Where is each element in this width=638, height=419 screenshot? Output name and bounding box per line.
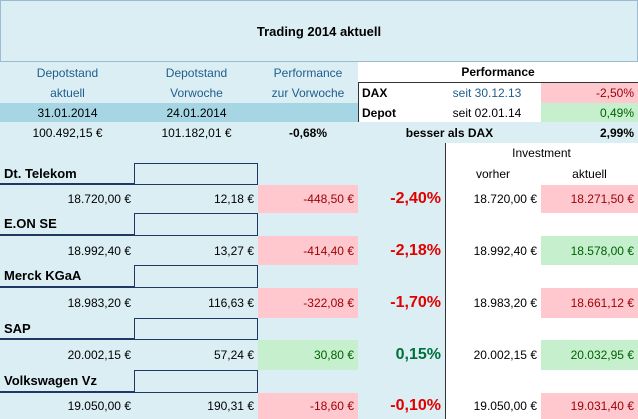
column-header: aktuell [50, 86, 85, 100]
stock-value: 13,27 € [213, 243, 254, 258]
stock-value: 18.578,00 € [541, 236, 638, 265]
stock-value: 18.992,40 € [67, 243, 131, 258]
stock-value: 18.983,20 € [473, 296, 537, 310]
date-cell: 31.01.2014 [0, 103, 135, 122]
stock-value: 18.720,00 € [67, 192, 131, 206]
name-box [135, 213, 258, 236]
investment-column: vorher [475, 167, 510, 181]
stock-value: 12,18 € [213, 192, 254, 206]
stock-value: 0,15% [395, 346, 441, 363]
stock-value: 20.002,15 € [67, 348, 131, 362]
stock-value: -0,10% [390, 397, 441, 414]
performance-value: 2,99% [541, 122, 638, 143]
stock-value: -2,40% [390, 190, 441, 207]
summary-value: -0,68% [288, 125, 328, 140]
column-header: Performance [273, 65, 343, 80]
date-cell: 24.01.2014 [135, 103, 258, 122]
summary-value: 100.492,15 € [32, 125, 103, 140]
stock-value: 18.720,00 € [473, 192, 537, 206]
name-box [135, 370, 258, 393]
summary-value: 101.182,01 € [161, 125, 232, 140]
sheet-title: Trading 2014 aktuell [256, 23, 382, 39]
column-header: Depotstand [36, 65, 99, 80]
column-header: Depotstand [165, 65, 228, 80]
stock-value: -2,18% [390, 241, 441, 259]
investment-title: Investment [512, 146, 571, 160]
name-box [135, 318, 258, 340]
percent-column [358, 143, 445, 419]
stock-value: 19.050,00 € [67, 399, 131, 413]
performance-label: Depot [362, 105, 396, 120]
stock-value: 19.050,00 € [473, 399, 537, 413]
stock-value: 18.992,40 € [473, 243, 537, 258]
name-box [135, 163, 258, 185]
performance-value: 0,49% [541, 103, 638, 122]
stock-value: 18.271,50 € [541, 185, 638, 213]
stock-value: -1,70% [390, 294, 441, 311]
stock-value: 20.002,15 € [473, 348, 537, 362]
performance-since: seit 02.01.14 [452, 105, 522, 120]
stock-value: 20.032,95 € [541, 340, 638, 370]
stock-value: 190,31 € [207, 399, 254, 413]
stock-value: -322,08 € [258, 288, 358, 318]
column-header: zur Vorwoche [271, 86, 345, 100]
performance-title: Performance [358, 62, 638, 83]
performance-since: seit 30.12.13 [452, 86, 522, 100]
stock-value: 116,63 € [208, 296, 254, 310]
performance-label: besser als DAX [358, 122, 541, 143]
stock-value: -18,60 € [258, 393, 358, 419]
stock-value: 57,24 € [213, 348, 254, 362]
performance-value: -2,50% [541, 83, 638, 103]
name-box [135, 265, 258, 288]
stock-name: Dt. Telekom [0, 163, 135, 185]
stock-name: SAP [0, 318, 135, 340]
column-header: Vorwoche [170, 86, 223, 100]
stock-value: 19.031,40 € [541, 393, 638, 419]
stock-value: 18.983,20 € [67, 296, 131, 310]
stock-value: -448,50 € [258, 185, 358, 213]
stock-value: 30,80 € [258, 340, 358, 370]
investment-column: aktuell [572, 167, 607, 181]
stock-name: E.ON SE [0, 213, 135, 236]
stock-name: Merck KGaA [0, 265, 135, 288]
performance-label: DAX [362, 86, 388, 100]
stock-value: -414,40 € [258, 236, 358, 265]
stock-value: 18.661,12 € [541, 288, 638, 318]
stock-name: Volkswagen Vz [0, 370, 135, 393]
